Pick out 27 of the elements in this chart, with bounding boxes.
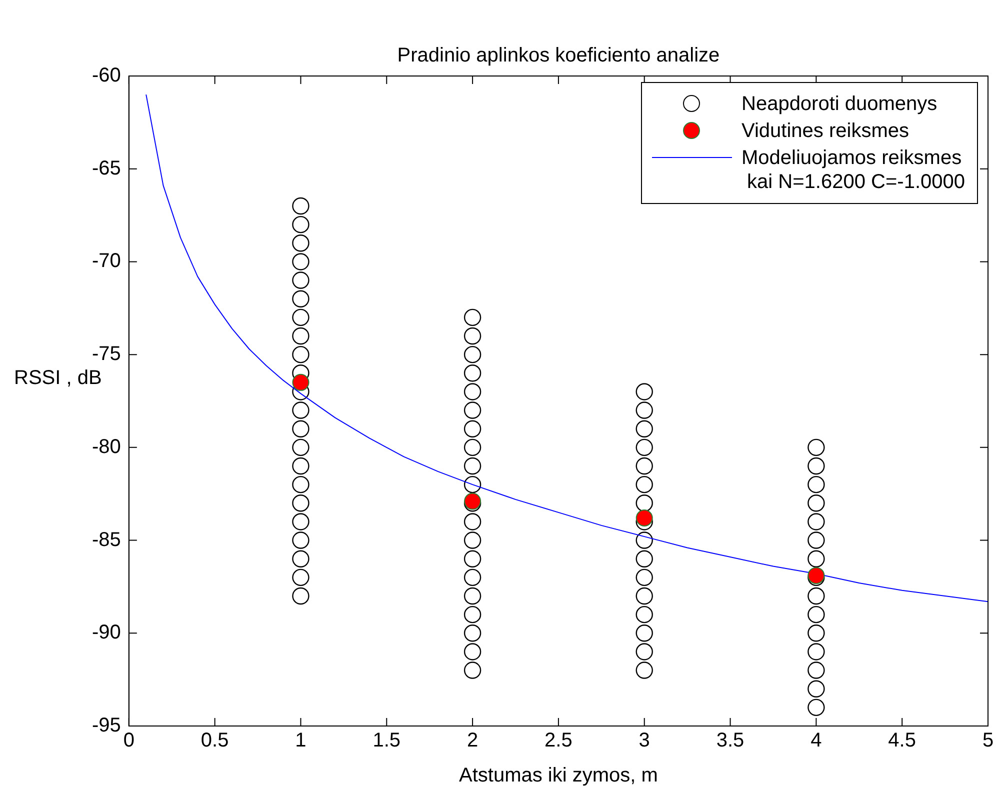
legend-label: Modeliuojamos reiksmes kai N=1.6200 C=-1.0000: [742, 146, 965, 194]
x-axis-title: Atstumas iki zymos, m: [458, 764, 658, 787]
x-tick-label: 0.5: [200, 730, 229, 752]
point: [636, 510, 653, 526]
y-tick-label: -70: [92, 250, 121, 272]
x-tick-label: 0: [123, 730, 134, 752]
x-tick-label: 5: [982, 730, 994, 752]
y-axis-title: RSSI , dB: [14, 366, 102, 389]
x-tick-label: 1.5: [372, 730, 401, 752]
y-tick-label: -75: [92, 343, 121, 366]
x-tick-label: 3: [638, 730, 650, 752]
y-tick-label: -90: [92, 622, 121, 644]
chart-title: Pradinio aplinkos koeficiento analize: [397, 44, 720, 67]
y-tick-label: -80: [92, 436, 121, 458]
x-tick-label: 4: [810, 730, 822, 752]
y-tick-label: -60: [92, 64, 121, 87]
legend-label: Vidutines reiksmes: [742, 119, 909, 143]
x-tick-label: 4.5: [888, 730, 916, 752]
y-tick-label: -95: [92, 714, 121, 737]
x-tick-label: 2: [466, 730, 478, 752]
x-tick-label: 3.5: [716, 730, 744, 752]
point: [292, 374, 310, 391]
legend-label: Neapdoroti duomenys: [742, 92, 938, 116]
y-tick-label: -65: [92, 157, 121, 180]
y-tick-label: -85: [92, 528, 121, 551]
x-tick-label: 2.5: [544, 730, 572, 752]
x-tick-label: 1: [295, 730, 306, 752]
